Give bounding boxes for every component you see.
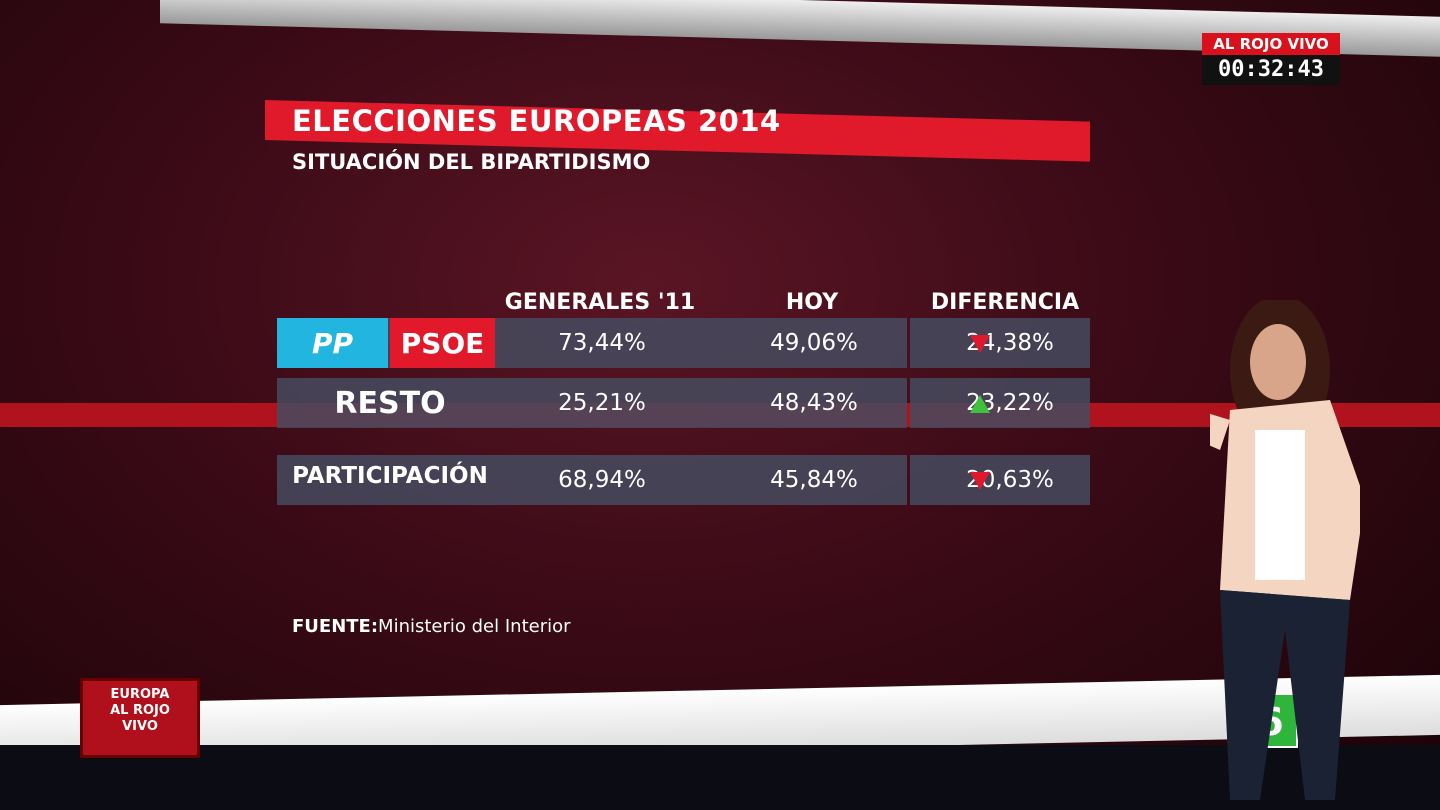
stage xyxy=(0,745,1440,810)
party-logo: PSOE xyxy=(390,318,495,368)
column-header: HOY xyxy=(785,290,839,315)
program-logo: EUROPA AL ROJO VIVO xyxy=(80,678,200,758)
program-logo-line: VIVO xyxy=(122,719,158,734)
show-name: AL ROJO VIVO xyxy=(1202,33,1340,55)
row-background xyxy=(277,378,907,428)
cell: 20,63% xyxy=(966,467,1054,493)
source-prefix: FUENTE: xyxy=(292,616,379,637)
trend-arrow xyxy=(970,395,990,413)
row-label: PARTICIPACIÓN xyxy=(292,463,488,489)
cell: 49,06% xyxy=(770,330,858,356)
trend-arrow xyxy=(970,472,990,490)
row-background xyxy=(277,455,907,505)
cell: 23,22% xyxy=(966,390,1054,416)
program-logo-line: AL ROJO xyxy=(110,703,170,718)
diff-background xyxy=(910,378,1090,428)
cell: 68,94% xyxy=(558,467,646,493)
diff-background xyxy=(910,318,1090,368)
subtitle: SITUACIÓN DEL BIPARTIDISMO xyxy=(292,150,651,174)
presenter xyxy=(1210,300,1360,800)
source-text: Ministerio del Interior xyxy=(378,616,571,637)
column-header: GENERALES '11 xyxy=(504,290,696,315)
cell: 48,43% xyxy=(770,390,858,416)
cell: 24,38% xyxy=(966,330,1054,356)
column-header: DIFERENCIA xyxy=(930,290,1080,315)
cell: 73,44% xyxy=(558,330,646,356)
program-logo-line: EUROPA xyxy=(110,687,170,702)
diff-background xyxy=(910,455,1090,505)
source: FUENTE:Ministerio del Interior xyxy=(292,616,571,637)
cell: 45,84% xyxy=(770,467,858,493)
title: ELECCIONES EUROPEAS 2014 xyxy=(292,104,781,138)
clock: 00:32:43 xyxy=(1202,55,1340,85)
party-logo: PP xyxy=(277,318,388,368)
row-label: RESTO xyxy=(334,386,446,421)
cell: 25,21% xyxy=(558,390,646,416)
trend-arrow xyxy=(970,335,990,353)
